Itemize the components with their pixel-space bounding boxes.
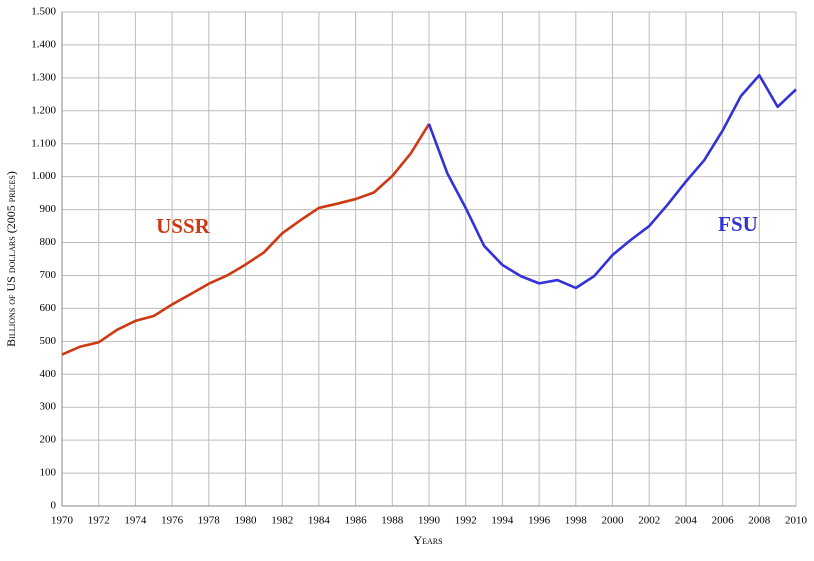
x-tick-label: 2002 bbox=[638, 515, 660, 527]
series-line bbox=[427, 73, 797, 290]
y-tick-label: 1.100 bbox=[31, 137, 56, 149]
x-tick-label: 2000 bbox=[602, 515, 625, 527]
series-line bbox=[61, 123, 431, 356]
x-tick-label: 1990 bbox=[418, 515, 441, 527]
x-tick-label: 2010 bbox=[785, 515, 808, 527]
x-tick-label: 1982 bbox=[271, 515, 293, 527]
x-tick-label: 1998 bbox=[565, 515, 588, 527]
x-tick-label: 1984 bbox=[308, 515, 331, 527]
y-tick-label: 1.500 bbox=[31, 6, 56, 18]
y-tick-label: 400 bbox=[40, 368, 57, 380]
y-tick-label: 800 bbox=[40, 236, 57, 248]
series-label: USSR bbox=[156, 214, 211, 238]
x-tick-label: 2004 bbox=[675, 515, 698, 527]
x-tick-label: 1978 bbox=[198, 515, 221, 527]
x-tick-label: 1970 bbox=[51, 515, 74, 527]
y-tick-label: 500 bbox=[40, 335, 57, 347]
x-tick-label: 1986 bbox=[345, 515, 368, 527]
series-label: FSU bbox=[718, 212, 758, 236]
y-tick-label: 600 bbox=[40, 302, 57, 314]
x-tick-label: 1972 bbox=[88, 515, 110, 527]
y-tick-label: 0 bbox=[51, 500, 57, 512]
x-tick-label: 1980 bbox=[235, 515, 258, 527]
y-tick-label: 1.300 bbox=[31, 71, 56, 83]
y-axis-label: Billions of US dollars (2005 prices) bbox=[4, 171, 18, 347]
y-tick-label: 700 bbox=[40, 269, 57, 281]
y-tick-label: 900 bbox=[40, 203, 57, 215]
x-tick-label: 1992 bbox=[455, 515, 477, 527]
y-tick-label: 1.200 bbox=[31, 104, 56, 116]
y-tick-label: 100 bbox=[40, 467, 57, 479]
x-tick-label: 2006 bbox=[712, 515, 735, 527]
x-tick-label: 1974 bbox=[124, 515, 147, 527]
x-tick-label: 2008 bbox=[748, 515, 771, 527]
y-tick-label: 1.400 bbox=[31, 38, 56, 50]
x-tick-label: 1976 bbox=[161, 515, 184, 527]
x-tick-label: 1994 bbox=[491, 515, 514, 527]
y-tick-label: 300 bbox=[40, 401, 57, 413]
y-tick-label: 200 bbox=[40, 434, 57, 446]
x-tick-label: 1988 bbox=[381, 515, 404, 527]
y-tick-label: 1.000 bbox=[31, 170, 56, 182]
x-tick-label: 1996 bbox=[528, 515, 551, 527]
x-axis-label: Years bbox=[413, 533, 442, 547]
